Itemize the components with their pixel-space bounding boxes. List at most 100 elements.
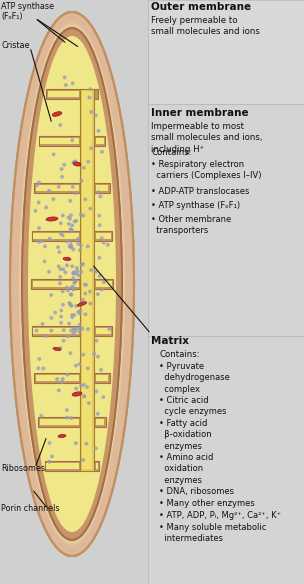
Text: • ATP synthase (FₒF₁): • ATP synthase (FₒF₁) bbox=[151, 200, 240, 210]
Circle shape bbox=[71, 265, 74, 267]
Text: Inner membrane: Inner membrane bbox=[151, 108, 249, 118]
Circle shape bbox=[76, 239, 78, 242]
Bar bbox=[94, 89, 98, 99]
Circle shape bbox=[59, 268, 62, 270]
Bar bbox=[94, 279, 113, 289]
Ellipse shape bbox=[77, 302, 87, 306]
Circle shape bbox=[86, 245, 89, 248]
Circle shape bbox=[102, 241, 105, 244]
Circle shape bbox=[71, 230, 73, 232]
Circle shape bbox=[68, 245, 71, 248]
Bar bbox=[33, 328, 78, 334]
Circle shape bbox=[59, 347, 62, 349]
Circle shape bbox=[74, 442, 77, 444]
Circle shape bbox=[38, 181, 40, 184]
Circle shape bbox=[97, 356, 99, 358]
Bar bbox=[95, 185, 108, 191]
Circle shape bbox=[95, 390, 98, 392]
Circle shape bbox=[75, 273, 78, 276]
Circle shape bbox=[78, 363, 81, 366]
Bar bbox=[94, 183, 110, 193]
Circle shape bbox=[51, 455, 54, 458]
Circle shape bbox=[66, 264, 68, 267]
Circle shape bbox=[89, 207, 92, 210]
Circle shape bbox=[38, 241, 40, 243]
Circle shape bbox=[83, 395, 85, 398]
Circle shape bbox=[80, 385, 82, 387]
Circle shape bbox=[65, 84, 67, 86]
Circle shape bbox=[70, 246, 73, 248]
Ellipse shape bbox=[28, 36, 116, 532]
Circle shape bbox=[67, 216, 70, 218]
Circle shape bbox=[74, 192, 77, 194]
Circle shape bbox=[60, 315, 62, 318]
Circle shape bbox=[74, 280, 77, 283]
Bar bbox=[46, 89, 80, 99]
Circle shape bbox=[37, 367, 40, 370]
Ellipse shape bbox=[10, 12, 134, 556]
Text: • ADP-ATP translocases: • ADP-ATP translocases bbox=[151, 186, 249, 196]
Circle shape bbox=[74, 330, 77, 332]
Circle shape bbox=[80, 179, 83, 182]
Circle shape bbox=[85, 284, 87, 286]
Circle shape bbox=[90, 269, 92, 272]
Circle shape bbox=[73, 280, 76, 283]
Bar bbox=[95, 91, 96, 97]
Circle shape bbox=[80, 213, 82, 216]
Bar bbox=[33, 233, 78, 239]
Circle shape bbox=[66, 240, 68, 242]
Circle shape bbox=[108, 328, 111, 331]
Bar bbox=[94, 326, 112, 336]
Circle shape bbox=[73, 314, 76, 316]
Circle shape bbox=[79, 312, 81, 315]
Circle shape bbox=[107, 244, 109, 246]
Circle shape bbox=[45, 206, 47, 208]
Circle shape bbox=[64, 76, 66, 79]
Circle shape bbox=[97, 412, 99, 415]
Circle shape bbox=[103, 281, 105, 284]
Bar bbox=[95, 463, 98, 469]
Circle shape bbox=[64, 271, 67, 274]
Circle shape bbox=[84, 198, 87, 201]
Circle shape bbox=[72, 332, 75, 335]
Circle shape bbox=[98, 256, 101, 259]
Circle shape bbox=[70, 304, 72, 307]
Text: • Many other enzymes: • Many other enzymes bbox=[159, 499, 255, 508]
Circle shape bbox=[80, 301, 83, 304]
Bar bbox=[36, 185, 78, 191]
Circle shape bbox=[41, 322, 44, 325]
Circle shape bbox=[79, 249, 81, 252]
Circle shape bbox=[60, 381, 63, 384]
Bar bbox=[94, 136, 105, 146]
Circle shape bbox=[71, 286, 73, 288]
Text: • ATP, ADP, Pᵢ, Mg²⁺, Ca²⁺, K⁺: • ATP, ADP, Pᵢ, Mg²⁺, Ca²⁺, K⁺ bbox=[159, 511, 281, 520]
Text: • Fatty acid
  β-oxidation
  enzymes: • Fatty acid β-oxidation enzymes bbox=[159, 419, 212, 451]
Text: • DNA, ribosomes: • DNA, ribosomes bbox=[159, 487, 234, 496]
Circle shape bbox=[84, 313, 87, 315]
Ellipse shape bbox=[22, 28, 122, 540]
Bar bbox=[39, 136, 80, 146]
Circle shape bbox=[69, 352, 72, 354]
Text: Contains:: Contains: bbox=[151, 148, 192, 157]
Circle shape bbox=[60, 232, 62, 235]
Text: • Other membrane
  transporters: • Other membrane transporters bbox=[151, 214, 231, 235]
Text: Cristae: Cristae bbox=[1, 41, 29, 50]
Text: • Amino acid
  oxidation
  enzymes: • Amino acid oxidation enzymes bbox=[159, 453, 213, 485]
Circle shape bbox=[81, 327, 84, 330]
Circle shape bbox=[38, 358, 41, 360]
Circle shape bbox=[78, 330, 81, 333]
Circle shape bbox=[57, 186, 60, 188]
Circle shape bbox=[78, 274, 80, 277]
Bar bbox=[95, 233, 111, 239]
Bar bbox=[32, 326, 80, 336]
Bar bbox=[38, 417, 80, 427]
Circle shape bbox=[83, 384, 85, 386]
Circle shape bbox=[70, 243, 72, 246]
Circle shape bbox=[41, 239, 43, 242]
Bar bbox=[31, 279, 80, 289]
Circle shape bbox=[60, 321, 62, 324]
Circle shape bbox=[99, 195, 102, 198]
Circle shape bbox=[48, 270, 50, 273]
Circle shape bbox=[72, 272, 75, 274]
Text: • Pyruvate
  dehydrogenase
  complex: • Pyruvate dehydrogenase complex bbox=[159, 362, 230, 394]
